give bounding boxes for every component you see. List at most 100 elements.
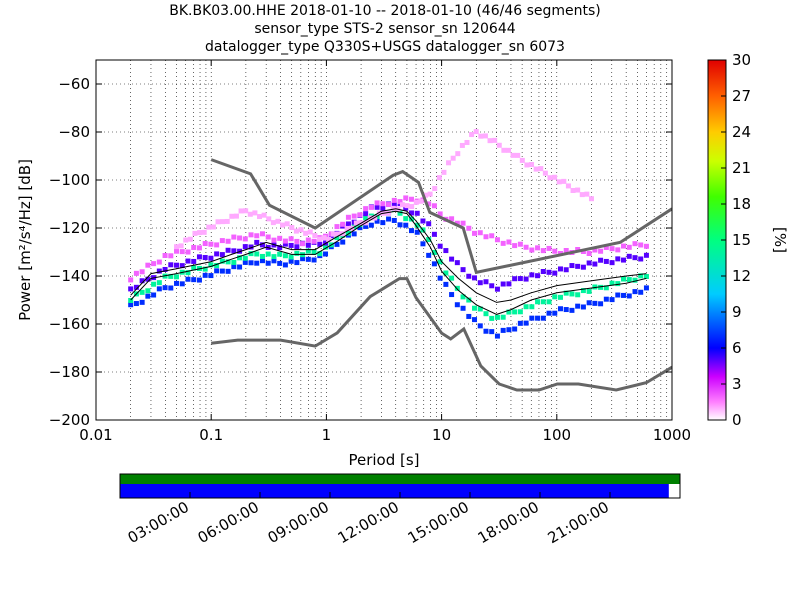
availability-segments-bar xyxy=(120,474,680,484)
pdf-cell xyxy=(254,239,260,245)
colorbar-tick-label: 27 xyxy=(732,87,751,105)
pdf-cell xyxy=(535,273,541,279)
pdf-cell xyxy=(598,284,604,290)
pdf-cell xyxy=(368,222,374,228)
pdf-cell xyxy=(252,210,258,216)
pdf-cell xyxy=(225,247,231,253)
pdf-cell xyxy=(225,259,231,265)
pdf-cell xyxy=(374,204,380,210)
pdf-cell xyxy=(615,256,621,262)
pdf-cell xyxy=(214,262,220,268)
pdf-cell xyxy=(380,220,386,226)
pdf-cell xyxy=(403,195,409,201)
pdf-cell xyxy=(399,202,405,208)
pdf-cell xyxy=(529,162,535,168)
pdf-cell xyxy=(174,280,180,286)
pdf-cell xyxy=(460,294,466,300)
pdf-cell xyxy=(237,235,243,241)
pdf-cell xyxy=(305,256,311,262)
pdf-cell xyxy=(282,262,288,268)
colorbar-tick-label: 18 xyxy=(732,195,751,213)
pdf-cell xyxy=(196,277,202,283)
pdf-cell xyxy=(156,268,162,274)
pdf-cell xyxy=(426,221,432,227)
pdf-cell xyxy=(288,242,294,248)
pdf-cell xyxy=(261,212,267,218)
y-axis-label: Power [m²/s⁴/Hz] [dB] xyxy=(16,159,34,321)
pdf-cell xyxy=(512,276,518,282)
pdf-cell xyxy=(432,186,438,192)
pdf-cell xyxy=(280,222,286,228)
pdf-cell xyxy=(563,290,569,296)
pdf-cell xyxy=(569,263,575,269)
pdf-cell xyxy=(500,240,506,246)
pdf-cell xyxy=(257,214,263,220)
pdf-cell xyxy=(552,174,558,180)
pdf-cell xyxy=(254,251,260,257)
pdf-cell xyxy=(139,289,145,295)
pdf-cell xyxy=(449,275,455,281)
pdf-cell xyxy=(191,277,197,283)
pdf-cell xyxy=(500,314,506,320)
pdf-cell xyxy=(284,221,290,227)
pdf-cell xyxy=(293,228,299,234)
pdf-cell xyxy=(353,220,359,226)
pdf-cell xyxy=(570,187,576,193)
pdf-cell xyxy=(621,257,627,263)
pdf-cell xyxy=(632,289,638,295)
pdf-cell xyxy=(151,281,157,287)
pdf-cell xyxy=(282,241,288,247)
reference-lines xyxy=(130,158,672,392)
pdf-cell xyxy=(145,262,151,268)
pdf-cell xyxy=(168,262,174,268)
pdf-cell xyxy=(242,259,248,265)
pdf-cell xyxy=(501,147,507,153)
pdf-cell xyxy=(187,236,193,242)
pdf-cell xyxy=(139,269,145,275)
grid xyxy=(96,60,672,420)
pdf-cell xyxy=(443,248,449,254)
pdf-cell xyxy=(472,305,478,311)
pdf-cell xyxy=(271,237,277,243)
pdf-cell xyxy=(460,305,466,311)
pdf-cell xyxy=(214,242,220,248)
colorbar-tick-label: 9 xyxy=(732,303,742,321)
pdf-cell xyxy=(335,231,341,237)
pdf-cell xyxy=(533,166,539,172)
pdf-cell xyxy=(247,211,253,217)
pdf-cell xyxy=(363,215,369,221)
pdf-cell xyxy=(391,197,397,203)
pdf-cell xyxy=(615,292,621,298)
pdf-cell xyxy=(242,244,248,250)
pdf-cell xyxy=(487,138,493,144)
pdf-cell xyxy=(404,203,410,209)
pdf-cell xyxy=(515,152,521,158)
pdf-cell xyxy=(529,304,535,310)
colorbar-label: [%] xyxy=(771,227,789,253)
pdf-cell xyxy=(489,315,495,321)
pdf-cell xyxy=(563,248,569,253)
pdf-cell xyxy=(512,309,518,315)
pdf-cell xyxy=(540,248,546,254)
pdf-cell xyxy=(408,210,414,216)
pdf-cell xyxy=(638,256,644,262)
pdf-cell xyxy=(638,242,644,248)
y-tick-label: −120 xyxy=(49,219,90,237)
pdf-cell xyxy=(386,216,392,222)
pdf-cell xyxy=(210,224,216,230)
pdf-cell xyxy=(454,285,460,291)
y-tick-label: −60 xyxy=(58,75,90,93)
pdf-cell xyxy=(191,265,197,271)
pdf-cell xyxy=(592,300,598,306)
pdf-heatmap xyxy=(128,129,649,339)
pdf-cell xyxy=(420,218,426,224)
pdf-cell xyxy=(277,235,283,241)
chart-title-line3: datalogger_type Q330S+USGS datalogger_sn… xyxy=(205,39,565,55)
pdf-cell xyxy=(609,246,615,252)
pdf-cell xyxy=(185,270,191,276)
pdf-cell xyxy=(219,258,225,264)
chart-title-line2: sensor_type STS-2 sensor_sn 120644 xyxy=(254,21,516,37)
pdf-cell xyxy=(128,302,134,308)
pdf-cell xyxy=(242,236,248,242)
pdf-cell xyxy=(312,233,318,238)
